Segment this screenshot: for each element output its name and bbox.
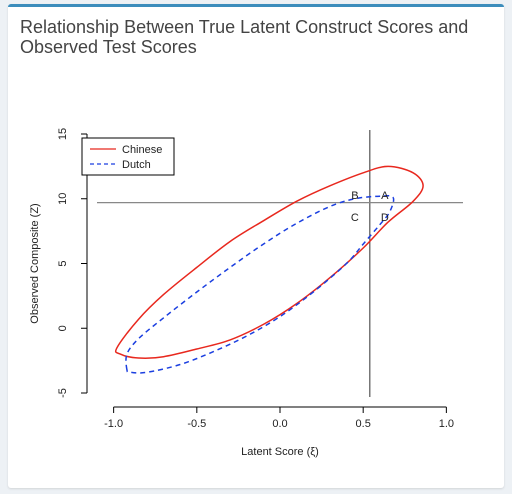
y-axis-title: Observed Composite (Z) (29, 203, 41, 323)
y-tick-label: -5 (57, 388, 69, 398)
y-tick-label: 5 (57, 260, 69, 266)
y-tick-label: 10 (57, 193, 69, 205)
x-tick-label: -1.0 (104, 418, 123, 430)
legend-label-dutch: Dutch (122, 159, 151, 171)
x-tick-label: -0.5 (187, 418, 206, 430)
legend-box (81, 137, 175, 176)
card-title: Relationship Between True Latent Constru… (20, 17, 469, 57)
x-tick-label: 0.0 (272, 418, 287, 430)
x-tick-label: 1.0 (439, 418, 454, 430)
y-tick-label: 0 (57, 325, 69, 331)
region-label-d: D (381, 212, 389, 224)
series-chinese-ellipse (114, 165, 424, 359)
series-dutch-ellipse (125, 195, 395, 374)
region-label-b: B (351, 190, 358, 202)
x-tick-label: 0.5 (356, 418, 371, 430)
y-tick-label: 15 (57, 128, 69, 140)
region-label-c: C (351, 212, 359, 224)
x-axis-title: Latent Score (ξ) (241, 446, 319, 458)
region-label-a: A (381, 190, 389, 202)
legend-label-chinese: Chinese (122, 144, 162, 156)
